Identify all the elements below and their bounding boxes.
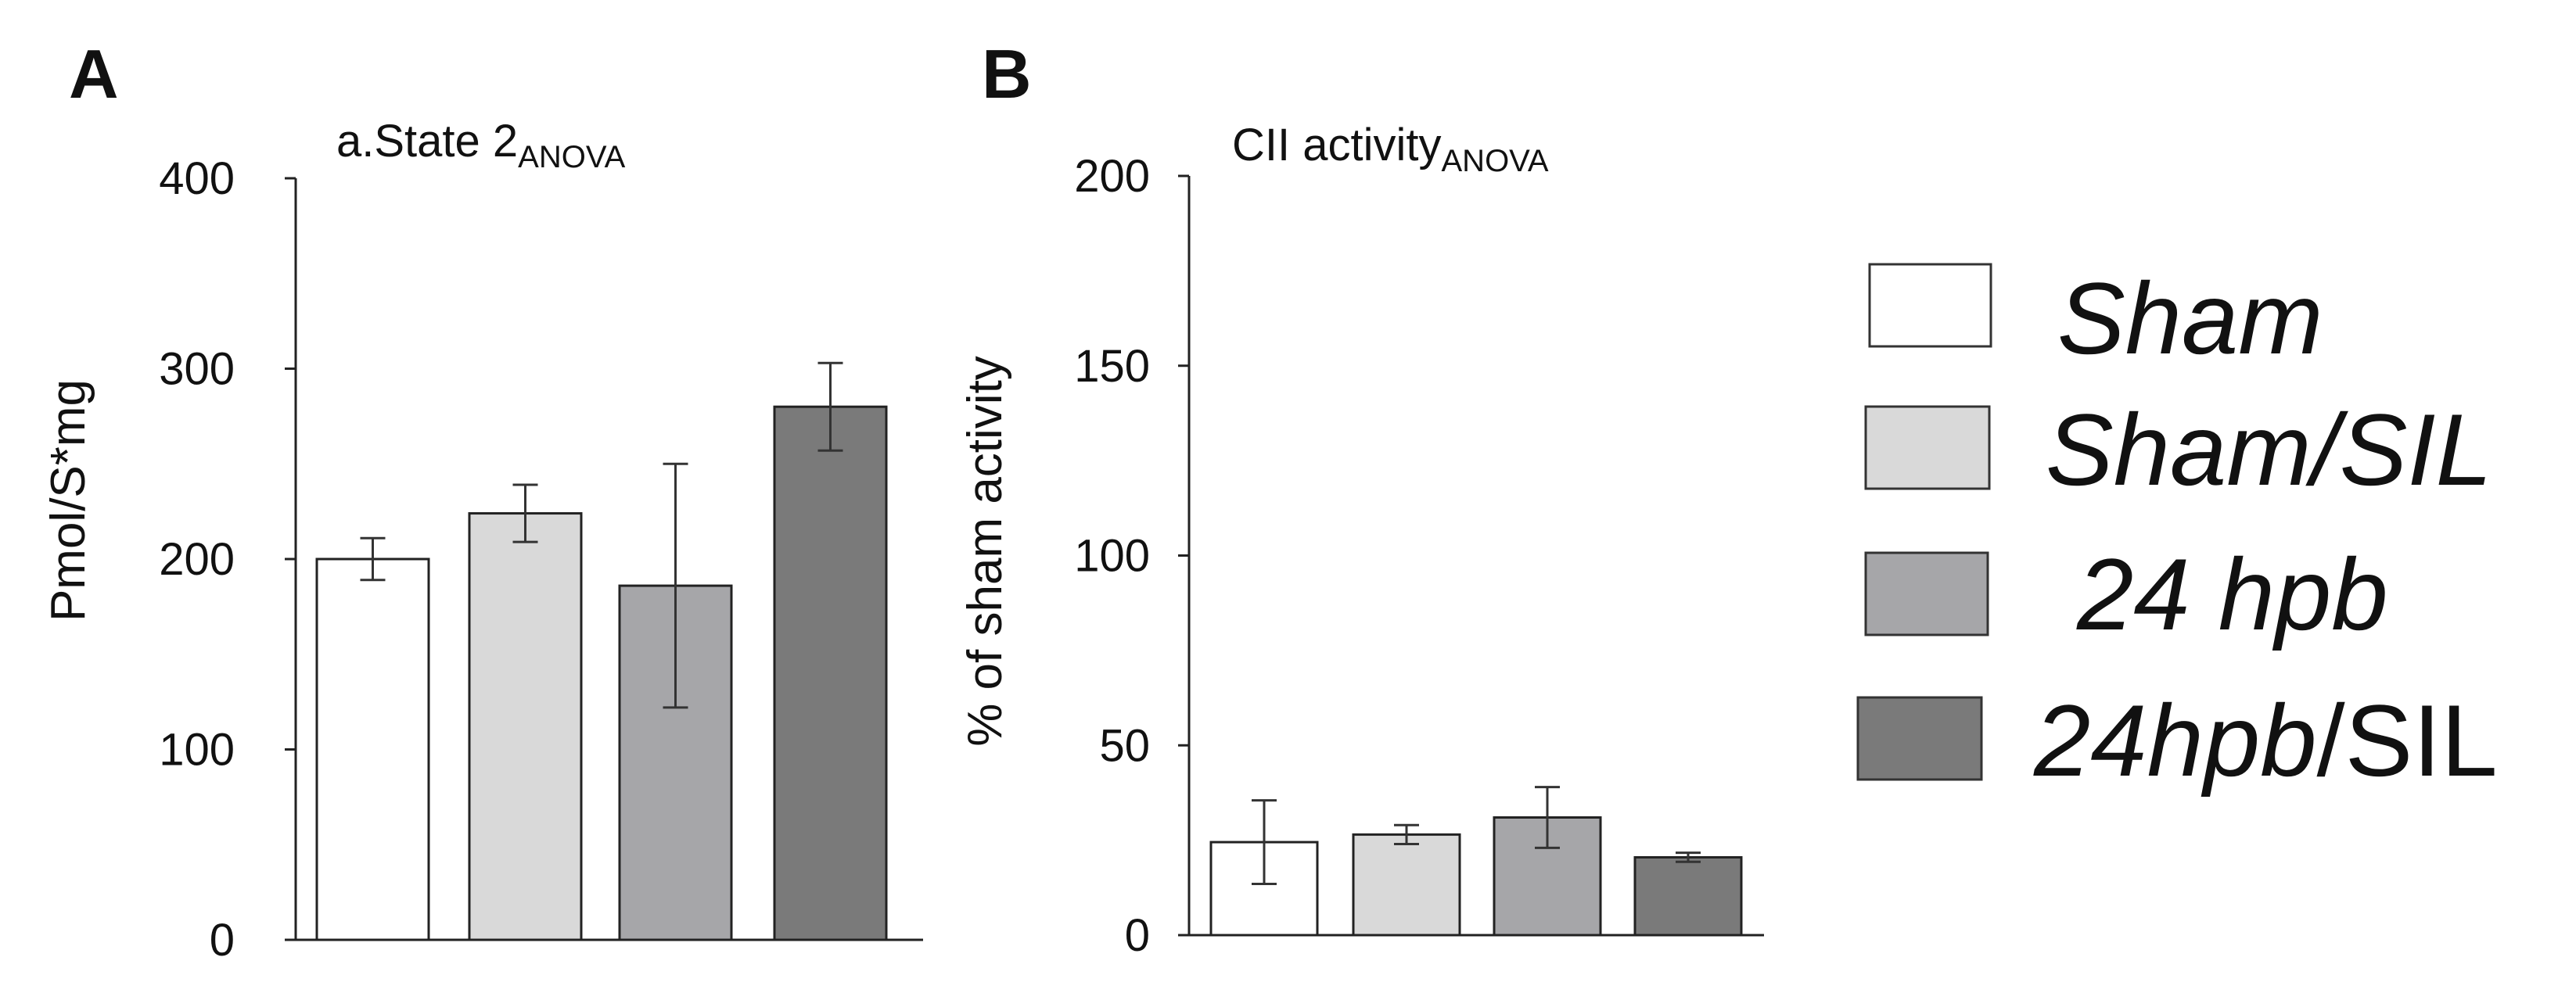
chart-a-ytick-label: 100 (159, 725, 235, 776)
chart-b-error-bar (1252, 799, 1277, 885)
chart-a-error-bar (817, 361, 843, 452)
chart-a-ytick-label: 200 (159, 534, 235, 585)
chart-a: 0 100 200 300 400 (159, 153, 923, 966)
chart-a-error-bar (360, 536, 386, 582)
chart-b-ytick-label: 150 (1074, 341, 1150, 392)
legend: Sham Sham/SIL 24 hpb 24hpb/SIL (1856, 261, 2498, 798)
legend-swatch-sham (1868, 263, 1992, 348)
chart-b-bar (1633, 855, 1743, 937)
chart-b-title-subscript: ANOVA (1442, 144, 1549, 178)
chart-a-bar (468, 512, 583, 941)
chart-b-ytick-label: 200 (1074, 151, 1150, 202)
legend-swatch-24hpb (1864, 551, 1989, 636)
chart-a-error-bar (663, 462, 688, 709)
chart-a-ylabel: Pmol/S*mg (41, 379, 95, 622)
panel-letter-a: A (69, 35, 119, 113)
panel-letter-b: B (982, 35, 1032, 113)
chart-a-bar (315, 557, 430, 941)
chart-b-ylabel: % of sham activity (958, 356, 1012, 747)
chart-b-title-main: CII activity (1232, 120, 1442, 170)
legend-swatch-sham-sil (1864, 405, 1991, 490)
legend-label-sham-sil: Sham/SIL (2046, 393, 2492, 507)
chart-a-title-subscript: ANOVA (518, 140, 625, 174)
chart-a-ytick-label: 400 (159, 153, 235, 204)
chart-a-title-main: a.State 2 (336, 116, 518, 167)
chart-a-ytick-label: 0 (210, 915, 235, 966)
chart-b: 0 50 100 150 200 (1074, 151, 1764, 961)
chart-b-error-bar (1535, 786, 1560, 849)
legend-label-24hpb-sil: 24hpb/SIL (2033, 683, 2498, 798)
legend-label-24hpb: 24 hpb (2076, 537, 2388, 651)
chart-b-error-bar (1394, 823, 1419, 845)
chart-b-ytick-label: 50 (1099, 720, 1150, 771)
legend-swatch-24hpb-sil (1856, 696, 1983, 781)
chart-a-title: a.State 2ANOVA (336, 116, 626, 174)
chart-b-error-bar (1676, 851, 1701, 863)
legend-label-sham: Sham (2057, 261, 2323, 375)
chart-a-error-bar (512, 483, 538, 543)
chart-b-ytick-label: 100 (1074, 531, 1150, 582)
chart-b-bar (1352, 833, 1461, 937)
chart-b-ytick-label: 0 (1125, 910, 1150, 961)
chart-b-title: CII activityANOVA (1232, 120, 1549, 178)
chart-a-ytick-label: 300 (159, 344, 235, 395)
chart-a-bar (773, 405, 888, 941)
